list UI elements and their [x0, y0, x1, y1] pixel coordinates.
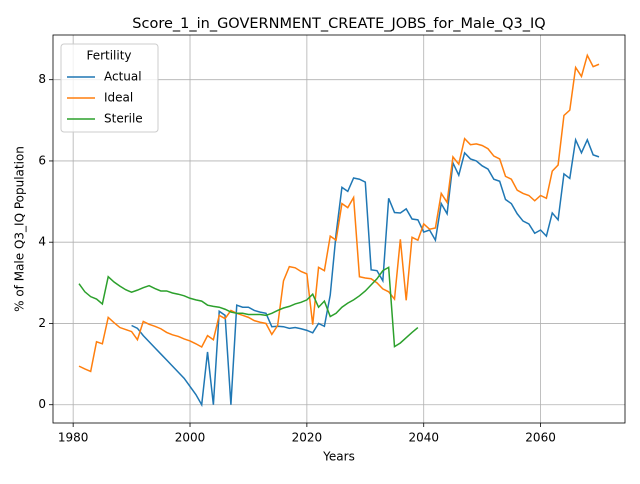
y-tick-label: 8	[38, 72, 46, 86]
legend-label: Sterile	[104, 112, 143, 126]
axes-frame	[52, 34, 626, 424]
x-axis-label: Years	[322, 450, 355, 464]
x-tick-label: 2020	[292, 431, 323, 445]
data-line	[131, 137, 600, 408]
y-axis-label: % of Male Q3_IQ Population	[13, 146, 27, 312]
x-tick-label: 1980	[58, 431, 89, 445]
y-tick-label: 6	[38, 153, 46, 167]
legend-box	[60, 43, 159, 133]
data-line	[78, 266, 419, 348]
x-tick-label: 2040	[408, 431, 439, 445]
chart-title: Score_1_in_GOVERNMENT_CREATE_JOBS_for_Ma…	[132, 16, 545, 32]
y-tick-label: 4	[38, 235, 46, 249]
legend-title: Fertility	[86, 49, 131, 63]
data-line	[78, 53, 600, 373]
legend-label: Ideal	[104, 91, 133, 105]
y-tick-label: 0	[38, 397, 46, 411]
x-tick-label: 2060	[525, 431, 556, 445]
y-tick-label: 2	[38, 316, 46, 330]
x-tick-label: 2000	[175, 431, 206, 445]
legend-label: Actual	[104, 70, 142, 84]
